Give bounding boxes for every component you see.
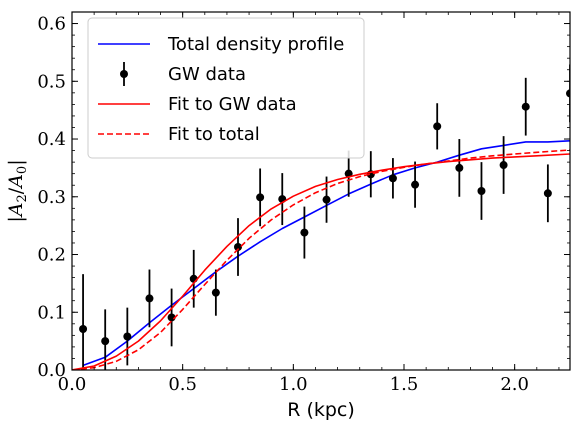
y-tick-label: 0.4 [37, 129, 66, 150]
y-axis-label: |A2/A0| [5, 159, 30, 222]
y-tick-label: 0.5 [37, 71, 66, 92]
series-gw-data-point [123, 332, 132, 341]
y-tick-label: 0.6 [37, 14, 66, 35]
series-gw-data-point [388, 174, 397, 183]
series-gw-data-point [300, 228, 309, 237]
legend-box [87, 17, 365, 159]
x-tick-label: 0.0 [58, 374, 87, 395]
series-gw-data-point [455, 163, 464, 172]
series-fit-to-total-line [72, 149, 570, 370]
series-gw-data-point [543, 189, 552, 198]
series-gw-data-point [322, 195, 331, 204]
legend-total-density-profile-label: Total density profile [167, 34, 344, 55]
axes-frame [71, 11, 571, 371]
legend-fit-to-gw-data-label: Fit to GW data [168, 94, 297, 115]
x-tick-label: 2.0 [500, 374, 529, 395]
series-fit-to-gw-data-line [72, 153, 570, 370]
series-gw-data-point [499, 161, 508, 170]
series-gw-data-point [79, 325, 88, 334]
y-tick-label: 0.1 [37, 302, 66, 323]
series-gw-data-point [411, 180, 420, 189]
series-gw-data-point [566, 89, 570, 98]
legend: Total density profile GW data Fit to GW da… [87, 17, 365, 159]
series-total-density-profile-line [82, 140, 570, 367]
x-tick-label: 1.0 [279, 374, 308, 395]
series-gw-data-point [211, 288, 220, 297]
series-gw-data-point [256, 193, 265, 202]
x-tick-label: 0.5 [168, 374, 197, 395]
x-axis-label: R (kpc) [287, 399, 355, 421]
y-tick-label: 0.2 [37, 245, 66, 266]
series-gw-data-point [521, 102, 530, 111]
series-gw-data-point [234, 243, 242, 252]
series-gw-data-point [101, 337, 110, 346]
series-gw-data-point [145, 294, 154, 303]
legend-gw-data-label: GW data [168, 64, 246, 85]
series-gw-data-point [477, 187, 486, 195]
series-gw-data-point [167, 313, 176, 322]
x-tick-label: 1.5 [390, 374, 419, 395]
legend-gw-data-marker-dot [120, 70, 128, 78]
series-gw-data-point [433, 122, 442, 131]
y-tick-label: 0.0 [37, 360, 66, 381]
y-tick-label: 0.3 [37, 187, 66, 208]
series-layer [72, 64, 570, 370]
legend-fit-to-total-label: Fit to total [168, 124, 260, 145]
